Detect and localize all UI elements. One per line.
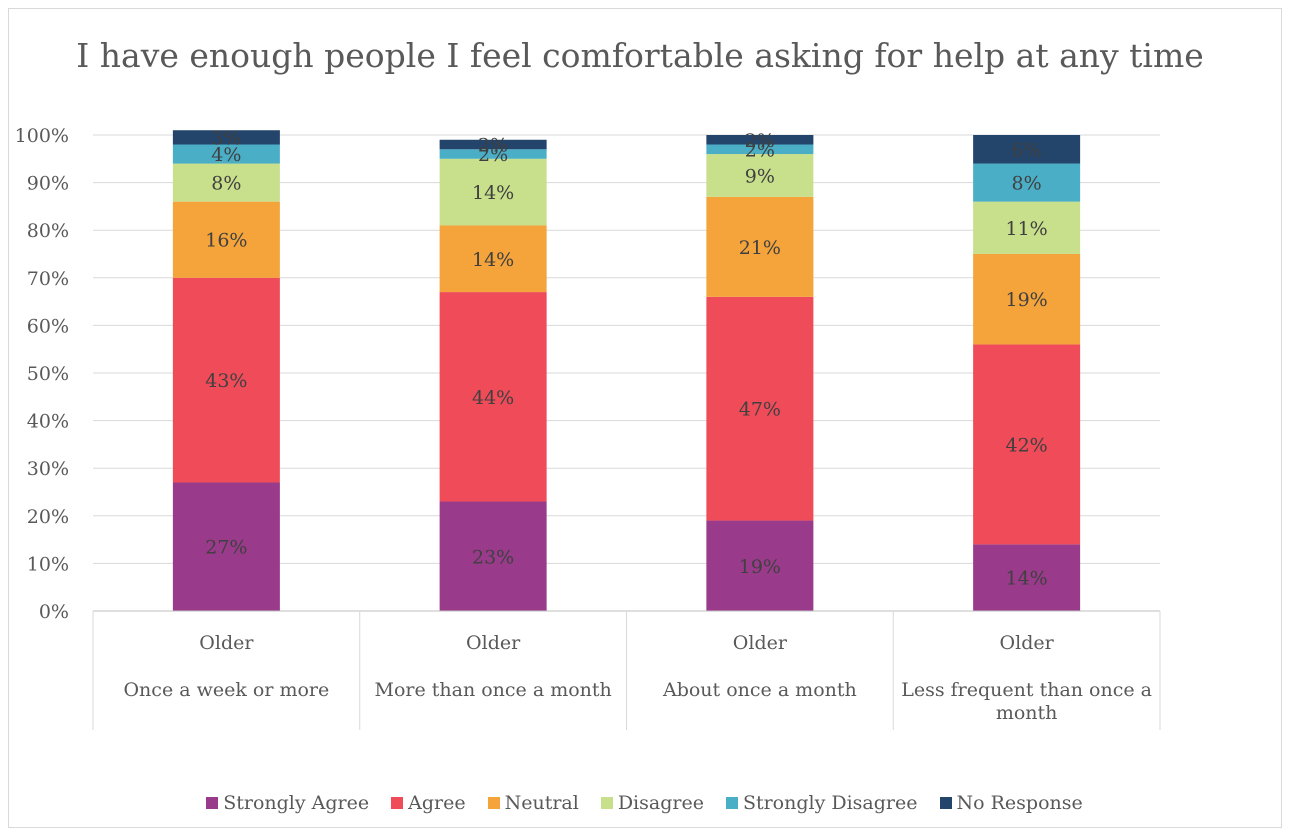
bar-segment bbox=[706, 196, 814, 297]
bar-segment bbox=[439, 158, 547, 226]
x-tick-label: Less frequent than once a bbox=[901, 679, 1152, 701]
y-tick-label: 50% bbox=[27, 363, 69, 385]
bar-segment bbox=[706, 296, 814, 521]
bar-segment bbox=[973, 163, 1081, 202]
bar-segment bbox=[172, 130, 280, 145]
bar-segment bbox=[706, 520, 814, 611]
legend-swatch bbox=[939, 797, 952, 809]
legend-label: Disagree bbox=[617, 792, 704, 814]
legend-item: Strongly Agree bbox=[206, 792, 369, 814]
legend-item: Disagree bbox=[600, 792, 704, 814]
x-group-label: Older bbox=[1000, 632, 1055, 654]
bar-segment bbox=[973, 254, 1081, 345]
y-tick-label: 20% bbox=[27, 506, 69, 528]
data-label: 8% bbox=[1012, 173, 1042, 195]
bar-segment bbox=[172, 163, 280, 202]
x-tick-label: month bbox=[996, 702, 1058, 724]
bar-segment bbox=[172, 144, 280, 164]
data-label: 19% bbox=[739, 556, 781, 578]
data-label: 2% bbox=[478, 135, 508, 157]
data-label: 14% bbox=[1006, 568, 1048, 590]
bar-segment bbox=[439, 139, 547, 150]
y-tick-label: 0% bbox=[39, 601, 69, 623]
x-tick-label: About once a month bbox=[662, 679, 857, 701]
bar-segment bbox=[439, 225, 547, 293]
chart-title: I have enough people I feel comfortable … bbox=[76, 36, 1204, 75]
data-label: 2% bbox=[745, 139, 775, 161]
data-label: 9% bbox=[745, 165, 775, 187]
legend-swatch bbox=[391, 797, 404, 809]
legend-swatch bbox=[487, 797, 500, 809]
data-label: 16% bbox=[205, 230, 247, 252]
bar-segment bbox=[172, 201, 280, 278]
y-tick-label: 60% bbox=[27, 315, 69, 337]
data-label: 21% bbox=[739, 237, 781, 259]
bar-segment bbox=[973, 135, 1081, 164]
bar-segment bbox=[172, 482, 280, 611]
bar-segment bbox=[439, 501, 547, 611]
bar-segment bbox=[973, 344, 1081, 545]
data-label: 6% bbox=[1012, 139, 1042, 161]
bar-segment bbox=[706, 144, 814, 155]
y-tick-label: 90% bbox=[27, 173, 69, 195]
legend-swatch bbox=[206, 797, 219, 809]
y-tick-label: 10% bbox=[27, 553, 69, 575]
legend-item: Strongly Disagree bbox=[725, 792, 918, 814]
y-tick-label: 100% bbox=[15, 125, 69, 147]
bar-segment bbox=[439, 292, 547, 502]
legend-label: Agree bbox=[408, 792, 466, 814]
y-tick-label: 80% bbox=[27, 220, 69, 242]
y-tick-label: 30% bbox=[27, 458, 69, 480]
y-tick-label: 70% bbox=[27, 268, 69, 290]
data-label: 47% bbox=[739, 399, 781, 421]
bar-segment bbox=[172, 277, 280, 483]
bar-segment bbox=[706, 135, 814, 145]
bar-segment bbox=[973, 201, 1081, 254]
data-label: 14% bbox=[472, 182, 514, 204]
bar-segment bbox=[973, 544, 1081, 611]
legend-label: Neutral bbox=[504, 792, 579, 814]
x-group-label: Older bbox=[199, 632, 254, 654]
data-label: 2% bbox=[478, 144, 508, 166]
x-tick-label: More than once a month bbox=[374, 679, 611, 701]
bar-segment bbox=[439, 149, 547, 159]
data-label: 4% bbox=[211, 144, 241, 166]
legend-label: Strongly Agree bbox=[223, 792, 370, 814]
legend-item: Agree bbox=[391, 792, 466, 814]
data-label: 27% bbox=[205, 537, 247, 559]
data-label: 11% bbox=[1006, 218, 1048, 240]
x-group-label: Older bbox=[466, 632, 521, 654]
legend-swatch bbox=[600, 797, 613, 809]
legend-label: Strongly Disagree bbox=[742, 792, 918, 814]
data-label: 43% bbox=[205, 370, 247, 392]
legend-swatch bbox=[725, 797, 738, 809]
x-group-label: Older bbox=[733, 632, 788, 654]
data-label: 23% bbox=[472, 546, 514, 568]
data-label: 2% bbox=[745, 130, 775, 152]
chart-legend: Strongly Agree Agree Neutral Disagree Strong… bbox=[0, 792, 1289, 814]
data-label: 19% bbox=[1006, 289, 1048, 311]
data-label: 8% bbox=[211, 173, 241, 195]
legend-label: No Response bbox=[956, 792, 1083, 814]
legend-item: Neutral bbox=[487, 792, 579, 814]
data-label: 3% bbox=[211, 127, 241, 149]
bar-segment bbox=[706, 154, 814, 197]
data-label: 44% bbox=[472, 387, 514, 409]
x-tick-label: Once a week or more bbox=[123, 679, 329, 701]
y-tick-label: 40% bbox=[27, 411, 69, 433]
legend-item: No Response bbox=[939, 792, 1083, 814]
data-label: 42% bbox=[1006, 434, 1048, 456]
data-label: 14% bbox=[472, 249, 514, 271]
